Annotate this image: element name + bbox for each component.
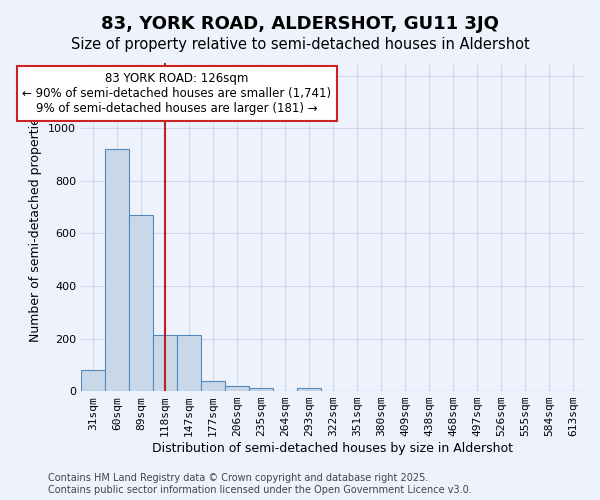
Text: 83, YORK ROAD, ALDERSHOT, GU11 3JQ: 83, YORK ROAD, ALDERSHOT, GU11 3JQ	[101, 15, 499, 33]
Bar	[129, 215, 153, 391]
Bar	[177, 334, 201, 391]
Bar	[201, 380, 225, 391]
Y-axis label: Number of semi-detached properties: Number of semi-detached properties	[29, 111, 43, 342]
Text: Size of property relative to semi-detached houses in Aldershot: Size of property relative to semi-detach…	[71, 38, 529, 52]
X-axis label: Distribution of semi-detached houses by size in Aldershot: Distribution of semi-detached houses by …	[152, 442, 514, 455]
Text: Contains HM Land Registry data © Crown copyright and database right 2025.
Contai: Contains HM Land Registry data © Crown c…	[48, 474, 472, 495]
Bar	[81, 370, 105, 391]
Text: 83 YORK ROAD: 126sqm
← 90% of semi-detached houses are smaller (1,741)
9% of sem: 83 YORK ROAD: 126sqm ← 90% of semi-detac…	[22, 72, 332, 114]
Bar	[297, 388, 321, 391]
Bar	[105, 149, 129, 391]
Bar	[153, 334, 177, 391]
Bar	[249, 388, 273, 391]
Bar	[225, 386, 249, 391]
